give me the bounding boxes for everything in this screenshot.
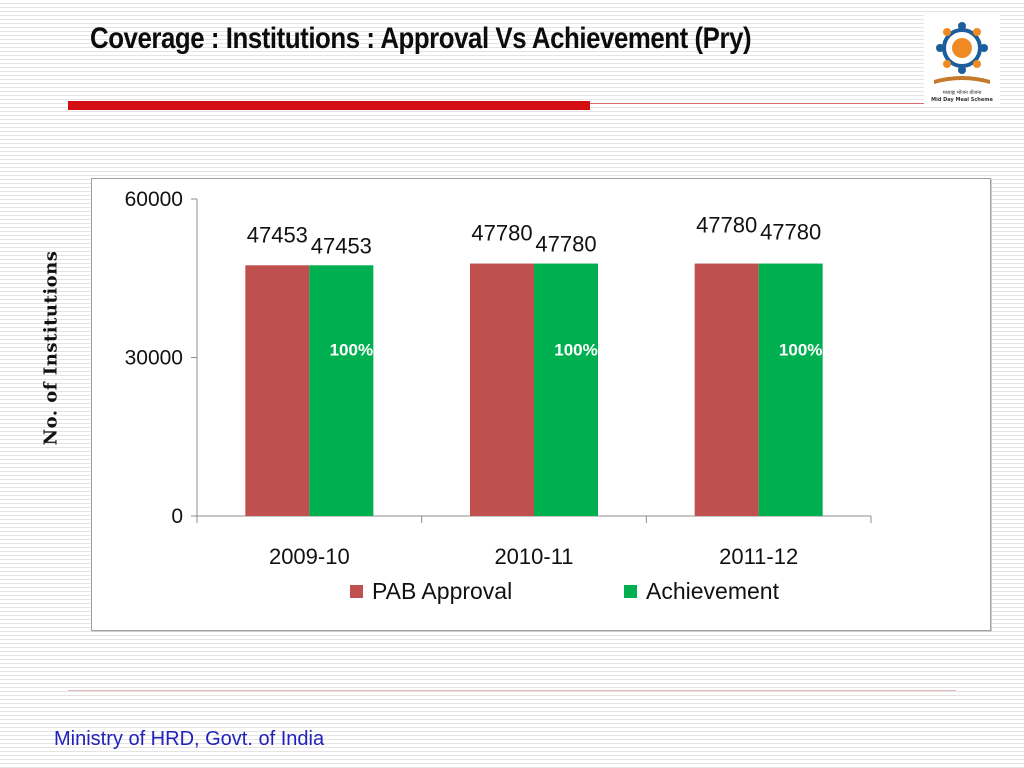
data-label: 47780 [471, 221, 532, 246]
bar-pab-approval [245, 265, 310, 516]
footer-text: Ministry of HRD, Govt. of India [54, 728, 325, 750]
percent-label: 100% [330, 341, 373, 360]
page-title: Coverage : Institutions : Approval Vs Ac… [90, 22, 752, 55]
bar-pab-approval [470, 263, 534, 516]
legend-swatch-pab-approval [350, 585, 363, 598]
legend-swatch-achievement [624, 585, 637, 598]
title-underline-thin [590, 103, 935, 104]
data-label: 47780 [535, 232, 596, 257]
data-label: 47453 [247, 222, 308, 247]
legend-label: Achievement [646, 578, 780, 604]
data-label: 47453 [311, 233, 372, 258]
chart-frame: 0 30000 60000 2009-10 47453 47453 100% 2010-11 4… [91, 178, 991, 631]
mid-day-meal-logo-icon: मध्याह्न भोजन योजना Mid Day Meal Scheme [924, 14, 1000, 106]
x-tick-label: 2011-12 [719, 544, 798, 569]
x-tick-label: 2010-11 [494, 544, 573, 569]
logo-graphic: मध्याह्न भोजन योजना Mid Day Meal Scheme [931, 22, 993, 103]
x-tick-label: 2009-10 [269, 544, 350, 569]
bar-chart: 0 30000 60000 2009-10 47453 47453 100% 2010-11 4… [125, 188, 872, 604]
logo-caption-hindi: मध्याह्न भोजन योजना [943, 89, 982, 96]
bar-achievement [534, 263, 598, 516]
percent-label: 100% [554, 341, 597, 360]
percent-label: 100% [779, 341, 822, 360]
y-axis-title: No. of Institutions [40, 250, 62, 446]
bar-achievement [309, 265, 374, 516]
bar-achievement [758, 263, 823, 516]
legend-label: PAB Approval [372, 578, 512, 604]
title-underline [68, 101, 590, 110]
logo-caption: Mid Day Meal Scheme [931, 97, 993, 103]
y-tick-label: 30000 [125, 347, 183, 370]
data-label: 47780 [760, 220, 821, 245]
footer-divider [68, 690, 956, 691]
y-tick-label: 60000 [125, 188, 183, 211]
y-tick-label: 0 [171, 505, 183, 528]
bar-pab-approval [694, 263, 759, 516]
data-label: 47780 [696, 213, 757, 238]
